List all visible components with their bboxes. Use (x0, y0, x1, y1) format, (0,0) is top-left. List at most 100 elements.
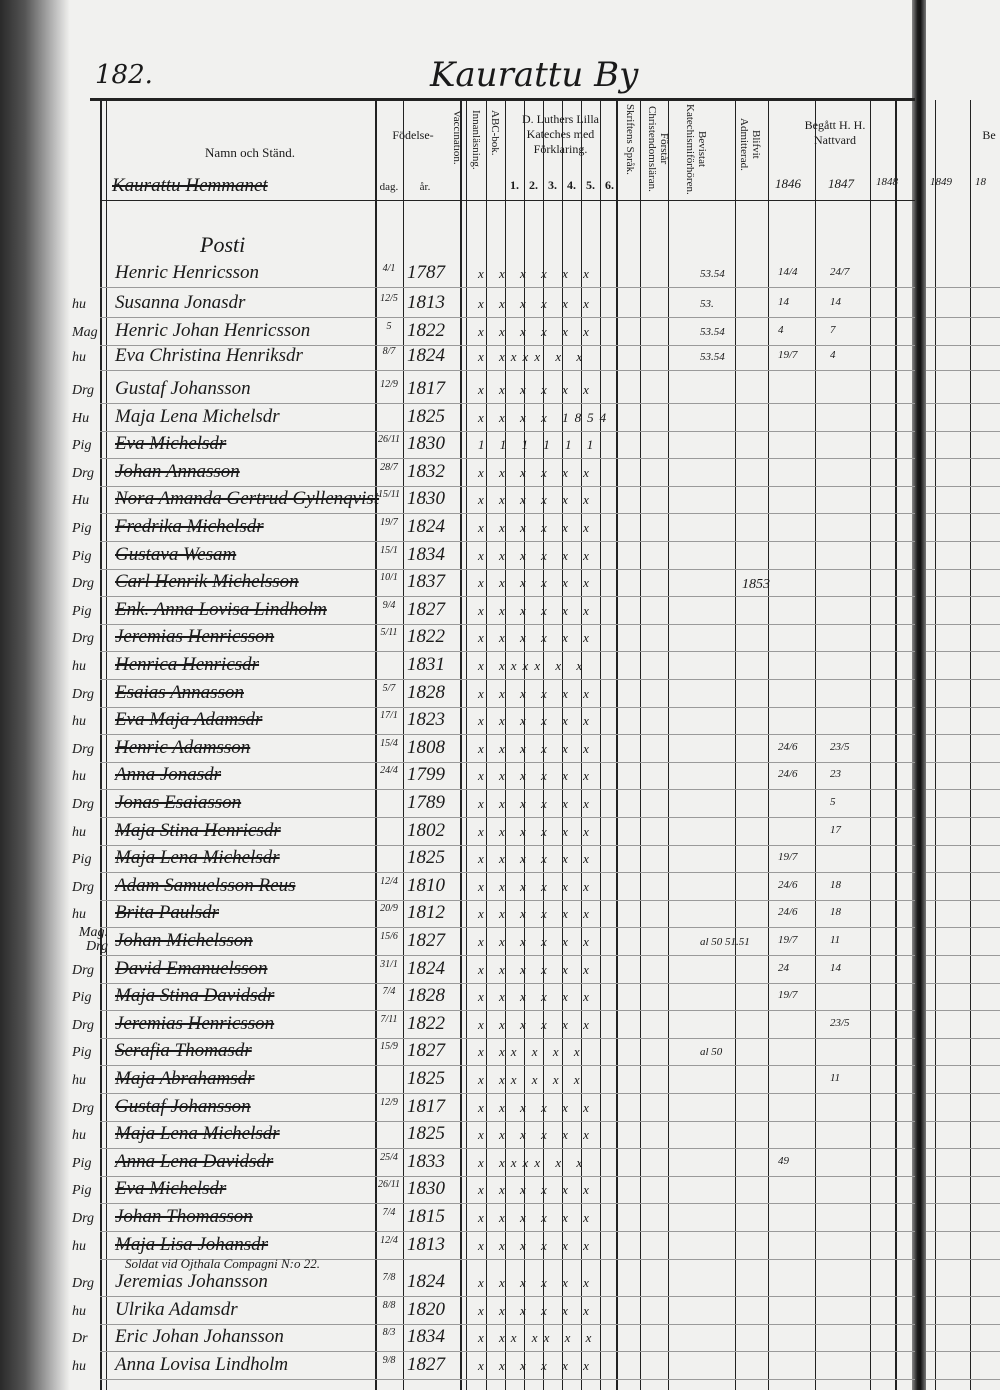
row-communion-1847: 14 (830, 962, 841, 974)
row-birth-day: 31/1 (380, 959, 398, 970)
row-birth-year: 1827 (407, 1354, 445, 1375)
row-birth-year: 1827 (407, 1040, 445, 1061)
column-rule (466, 100, 467, 1390)
row-birth-day: 12/5 (380, 293, 398, 304)
row-name: Johan Thomasson (115, 1206, 253, 1227)
row-status: Drg (72, 797, 95, 812)
row-name: Maja Stina Davidsdr (115, 985, 275, 1006)
row-rule (100, 513, 915, 514)
row-rule (926, 1296, 1000, 1297)
row-communion-1847: 18 (830, 906, 841, 918)
row-communion-1847: 23/5 (830, 741, 850, 753)
row-status: Drg (72, 466, 95, 481)
column-rule (600, 100, 601, 1390)
page-number: 182. (95, 60, 153, 90)
row-catechism-marks: 1 1 1 1 1 1 (478, 437, 600, 452)
row-catechism-marks: x x x x x x (478, 603, 595, 618)
row-rule (926, 651, 1000, 652)
row-birth-year: 1799 (407, 764, 445, 785)
row-rule (100, 1010, 915, 1011)
column-rule (505, 100, 506, 1390)
row-communion-1847: 23/5 (830, 1017, 850, 1029)
row-rule (926, 900, 1000, 901)
row-catechism-marks: x x x x x x (478, 266, 595, 281)
row-rule (100, 679, 915, 680)
row-communion-1846: 24/6 (778, 906, 798, 918)
row-birth-year: 1787 (407, 262, 445, 283)
row-status: hu (72, 907, 86, 922)
row-birth-day: 7/11 (380, 1014, 398, 1025)
row-communion-1846: 19/7 (778, 989, 798, 1001)
row-rule (100, 370, 915, 371)
row-rule (100, 403, 915, 404)
section-heading: Posti (200, 232, 246, 257)
next-page-year-1849: 1849 (930, 176, 952, 188)
row-rule (100, 1231, 915, 1232)
row-communion-1846: 24/6 (778, 741, 798, 753)
row-catechism-marks: x x x x x x (478, 934, 595, 949)
row-communion-1847: 14 (830, 296, 841, 308)
row-name: Henric Johan Henricsson (115, 320, 311, 341)
row-rule (926, 1231, 1000, 1232)
row-birth-day: 20/9 (380, 903, 398, 914)
row-catechism-marks: x x x x x x (478, 824, 595, 839)
row-status: Pig (72, 1183, 92, 1198)
header-catechism-part: 6. (605, 178, 614, 192)
row-catechism-marks: x x x x x x (478, 630, 595, 645)
row-birth-year: 1810 (407, 875, 445, 896)
row-rule (926, 707, 1000, 708)
row-name: Maja Lena Michelsdr (115, 406, 280, 427)
row-rule (926, 1176, 1000, 1177)
row-status: hu (72, 714, 86, 729)
row-rule (100, 596, 915, 597)
row-rule (926, 541, 1000, 542)
row-birth-year: 1834 (407, 544, 445, 565)
row-rule (100, 431, 915, 432)
row-birth-year: 1812 (407, 902, 445, 923)
header-catechism-part: 3. (548, 178, 557, 192)
communion-year-1846: 1846 (775, 176, 801, 191)
row-status: Drg (72, 1211, 95, 1226)
row-birth-day: 17/1 (380, 710, 398, 721)
row-birth-year: 1822 (407, 320, 445, 341)
row-name: Eva Maja Adamsdr (115, 709, 263, 730)
page-title: Kaurattu By (430, 55, 639, 95)
row-rule (926, 955, 1000, 956)
row-name: Johan Annasson (115, 461, 240, 482)
row-rule (926, 1121, 1000, 1122)
row-birth-day: 12/9 (380, 1097, 398, 1108)
row-birth-day: 25/4 (380, 1152, 398, 1163)
row-rule (926, 1148, 1000, 1149)
row-catechism-marks: x x x x x x (478, 906, 595, 921)
column-rule (562, 100, 563, 1390)
row-note: Soldat vid Ojthala Compagni N:o 22. (125, 1256, 320, 1271)
column-rule (616, 100, 618, 1390)
row-examined: 53. (700, 298, 714, 310)
row-catechism-marks: x x x x x x (478, 1238, 595, 1253)
row-rule (926, 345, 1000, 346)
row-rule (926, 983, 1000, 984)
row-birth-day: 28/7 (380, 462, 398, 473)
row-birth-year: 1789 (407, 792, 445, 813)
row-status: Drg (72, 383, 95, 398)
row-birth-day: 8/8 (382, 1300, 396, 1311)
row-status: Pig (72, 438, 92, 453)
row-name: Henric Henricsson (115, 262, 260, 283)
row-birth-day: 15/4 (380, 738, 398, 749)
row-birth-day: 26/11 (378, 434, 401, 445)
row-name: Maja Lisa Johansdr (115, 1234, 269, 1255)
column-rule (970, 100, 971, 1390)
row-name: Maja Lena Michelsdr (115, 847, 280, 868)
row-birth-year: 1824 (407, 958, 445, 979)
row-catechism-marks: x x x x x x (478, 1100, 595, 1115)
row-name: Jeremias Henricsson (115, 626, 275, 647)
row-communion-1846: 24/6 (778, 879, 798, 891)
row-rule (100, 458, 915, 459)
row-name: Eric Johan Johansson (115, 1326, 284, 1347)
row-rule (100, 900, 915, 901)
row-birth-day: 9/4 (382, 600, 396, 611)
row-catechism-marks: x x x x x x (478, 520, 595, 535)
row-status: Drg (72, 963, 95, 978)
row-catechism-marks: x x x x x x (478, 741, 595, 756)
row-rule (100, 624, 915, 625)
